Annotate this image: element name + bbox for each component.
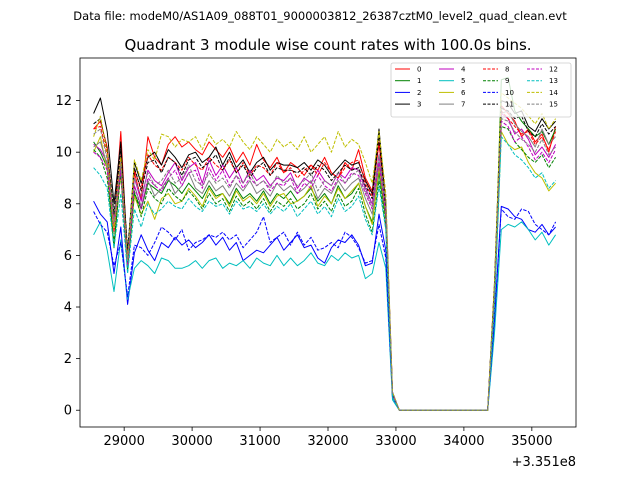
y-tick-label: 0 [64, 404, 72, 419]
plot-area [80, 58, 576, 427]
y-tick-label: 4 [64, 301, 72, 316]
y-axis: 0 2 4 6 8 10 12 [55, 94, 80, 419]
x-tick-label: 31000 [239, 434, 280, 449]
legend-label-8: 8 [505, 66, 509, 74]
y-tick-label: 2 [64, 352, 72, 367]
legend-label-9: 9 [505, 77, 509, 85]
x-offset-text: +3.351e8 [512, 455, 576, 470]
series-line-15 [93, 118, 556, 411]
legend-label-2: 2 [417, 89, 421, 97]
x-axis: 29000 30000 31000 32000 33000 34000 35000 [103, 427, 553, 449]
x-tick-label: 33000 [375, 434, 416, 449]
legend-label-6: 6 [461, 89, 466, 97]
legend-label-0: 0 [417, 66, 421, 74]
legend-label-4: 4 [461, 66, 466, 74]
legend-label-3: 3 [417, 101, 421, 109]
plot-frame [79, 57, 577, 428]
legend-label-10: 10 [505, 89, 514, 97]
legend-label-15: 15 [549, 101, 558, 109]
y-tick-label: 8 [64, 197, 72, 212]
y-tick-label: 10 [55, 146, 72, 161]
legend-label-1: 1 [417, 77, 421, 85]
legend-label-11: 11 [505, 101, 514, 109]
y-tick-label: 12 [55, 94, 72, 109]
legend-label-14: 14 [549, 89, 558, 97]
legend-label-7: 7 [461, 101, 465, 109]
legend-label-13: 13 [549, 77, 558, 85]
x-tick-label: 35000 [511, 434, 552, 449]
legend-label-12: 12 [549, 66, 558, 74]
x-tick-label: 29000 [103, 434, 144, 449]
suptitle: Data file: modeM0/AS1A09_088T01_90000038… [73, 9, 567, 23]
x-tick-label: 34000 [443, 434, 484, 449]
y-tick-label: 6 [64, 249, 72, 264]
legend-label-5: 5 [461, 77, 465, 85]
chart-title: Quadrant 3 module wise count rates with … [124, 36, 531, 54]
legend-box [390, 62, 572, 118]
x-tick-label: 32000 [307, 434, 348, 449]
x-tick-label: 30000 [171, 434, 212, 449]
series-group [93, 76, 557, 411]
